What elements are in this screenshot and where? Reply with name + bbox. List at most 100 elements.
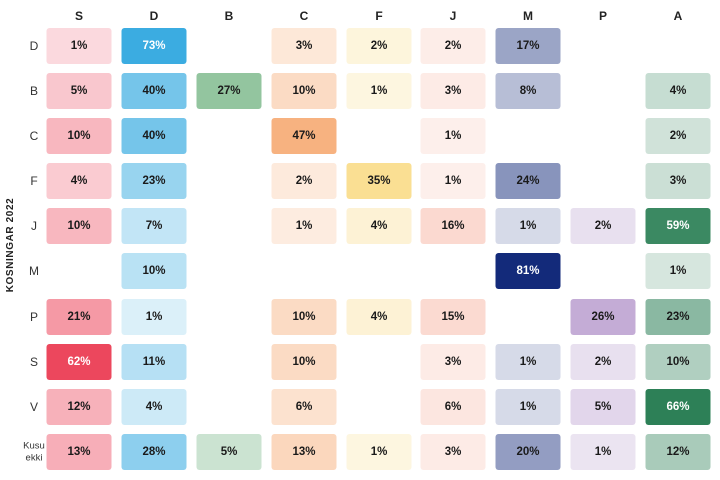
heatmap-cell-rect [570, 344, 636, 380]
row-label-f: F [30, 174, 37, 188]
heatmap-cell-rect [271, 344, 337, 380]
heatmap-cell-value: 40% [142, 85, 165, 97]
heatmap-cell-value: 35% [367, 175, 390, 187]
heatmap-cell-value: 2% [445, 40, 462, 52]
heatmap-cell: 2% [570, 208, 636, 244]
heatmap-cell-rect [121, 389, 187, 425]
heatmap-cell-value: 13% [67, 446, 90, 458]
heatmap-cell-value: 10% [67, 130, 90, 142]
heatmap-cell: 13% [271, 434, 337, 470]
heatmap-cell-rect [271, 118, 337, 154]
heatmap-cell: 3% [420, 434, 486, 470]
heatmap-cell-rect [46, 163, 112, 199]
heatmap-cell-rect [495, 253, 561, 289]
heatmap-cell-rect [570, 299, 636, 335]
heatmap-cell-value: 4% [146, 401, 163, 413]
heatmap-cell: 21% [46, 299, 112, 335]
heatmap-cell-value: 1% [445, 130, 462, 142]
row-label-m: M [29, 264, 39, 278]
heatmap-cell-value: 1% [296, 220, 313, 232]
row-label-v: V [30, 400, 38, 414]
heatmap-cell: 15% [420, 299, 486, 335]
heatmap-cell-value: 2% [595, 220, 612, 232]
heatmap-cell-rect [420, 28, 486, 64]
heatmap-cell-value: 23% [666, 311, 689, 323]
heatmap-cell: 12% [46, 389, 112, 425]
heatmap-cell-rect [645, 344, 711, 380]
heatmap-cell-value: 3% [445, 85, 462, 97]
heatmap-cell: 1% [420, 163, 486, 199]
heatmap-cell: 17% [495, 28, 561, 64]
heatmap-cell: 81% [495, 253, 561, 289]
heatmap-cell: 24% [495, 163, 561, 199]
heatmap-cell: 1% [495, 344, 561, 380]
heatmap-cell-value: 11% [143, 356, 165, 368]
heatmap-cell: 26% [570, 299, 636, 335]
heatmap-cell-rect [645, 208, 711, 244]
heatmap-cell: 1% [346, 434, 412, 470]
heatmap-cell-value: 10% [292, 85, 315, 97]
heatmap-cell-rect [346, 163, 412, 199]
heatmap-cell: 1% [271, 208, 337, 244]
heatmap-cell: 2% [271, 163, 337, 199]
heatmap-cell-rect [645, 299, 711, 335]
heatmap-cell-value: 10% [67, 220, 90, 232]
heatmap-cell: 6% [271, 389, 337, 425]
heatmap-cell-rect [570, 208, 636, 244]
heatmap-cell-value: 3% [296, 40, 313, 52]
heatmap-cell: 7% [121, 208, 187, 244]
heatmap-cell: 59% [645, 208, 711, 244]
heatmap-cell-rect [121, 28, 187, 64]
heatmap-cell-value: 2% [670, 130, 687, 142]
heatmap-cells: 1% 73% 3% 2% 2% 17% 5% 40% 27% 10% 1% 3% 8% 4% 10% 40% 4… [46, 28, 711, 470]
heatmap-cell-value: 2% [296, 175, 313, 187]
heatmap-cell-value: 1% [670, 265, 687, 277]
heatmap-cell-rect [121, 73, 187, 109]
row-label-s: S [30, 355, 38, 369]
heatmap-cell-value: 3% [445, 446, 462, 458]
heatmap-cell: 6% [420, 389, 486, 425]
heatmap-cell-rect [420, 344, 486, 380]
heatmap-cell-value: 5% [221, 446, 238, 458]
heatmap-cell-value: 24% [516, 175, 539, 187]
heatmap-cell-rect [420, 163, 486, 199]
heatmap-cell: 4% [645, 73, 711, 109]
row-label-c: C [30, 129, 39, 143]
heatmap-cell-rect [46, 118, 112, 154]
heatmap-cell: 1% [495, 389, 561, 425]
heatmap-cell: 40% [121, 73, 187, 109]
heatmap-cell: 10% [271, 73, 337, 109]
heatmap-cell-value: 5% [595, 401, 612, 413]
heatmap-cell-rect [346, 299, 412, 335]
heatmap-cell-value: 26% [591, 311, 614, 323]
heatmap-cell: 10% [271, 299, 337, 335]
heatmap-cell-rect [196, 73, 262, 109]
heatmap-cell-value: 27% [217, 85, 240, 97]
heatmap-cell: 5% [46, 73, 112, 109]
heatmap-cell: 10% [121, 253, 187, 289]
heatmap-cell-rect [271, 299, 337, 335]
heatmap-cell-value: 40% [142, 130, 165, 142]
heatmap-cell: 3% [645, 163, 711, 199]
heatmap-cell: 2% [645, 118, 711, 154]
heatmap-cell-rect [346, 208, 412, 244]
heatmap-cell-value: 2% [371, 40, 388, 52]
heatmap-cell: 10% [645, 344, 711, 380]
heatmap-cell-value: 59% [666, 220, 689, 232]
heatmap-cell: 23% [645, 299, 711, 335]
heatmap-cell: 1% [46, 28, 112, 64]
heatmap-cell: 47% [271, 118, 337, 154]
column-label-d: D [150, 9, 159, 23]
heatmap-cell: 4% [121, 389, 187, 425]
heatmap-cell: 2% [346, 28, 412, 64]
heatmap-cell: 10% [46, 118, 112, 154]
heatmap-cell-rect [196, 434, 262, 470]
heatmap-cell: 4% [346, 208, 412, 244]
heatmap-cell: 2% [570, 344, 636, 380]
row-label-j: J [31, 219, 37, 233]
heatmap-cell-value: 8% [520, 85, 537, 97]
row-label-b: B [30, 84, 38, 98]
heatmap-cell-rect [495, 28, 561, 64]
heatmap-cell-value: 1% [520, 401, 537, 413]
